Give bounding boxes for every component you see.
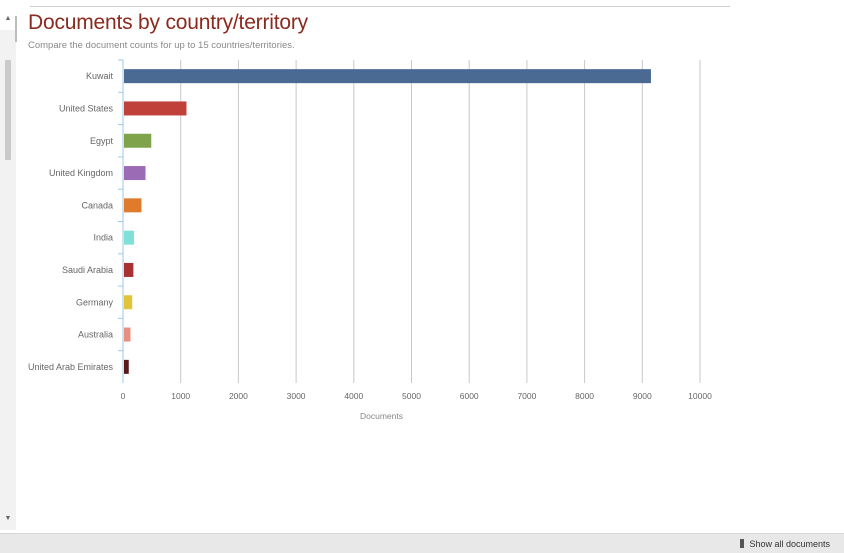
category-label: Germany [76,297,114,307]
status-bar: Show all documents [0,533,844,553]
category-label: United States [59,103,114,113]
x-tick-label: 10000 [688,391,712,401]
x-tick-label: 8000 [575,391,594,401]
x-axis-title: Documents [360,411,403,421]
category-label: United Arab Emirates [28,362,114,372]
show-all-documents-link[interactable]: Show all documents [740,539,830,549]
x-tick-label: 6000 [460,391,479,401]
category-labels: Kuwait United States Egypt United Kingdom Ca… [28,59,123,372]
bar[interactable] [124,133,152,148]
bar[interactable] [124,198,142,213]
chart-title: Documents by country/territory [28,11,308,34]
x-axis-ticks: 0 1000 2000 3000 4000 5000 6000 7000 8000 9000 100… [121,391,712,401]
grid-lines [180,60,701,383]
bar[interactable] [124,359,129,374]
category-label: Canada [81,200,113,210]
bar[interactable] [124,327,131,342]
x-tick-label: 0 [121,391,126,401]
bar[interactable] [124,230,134,245]
x-tick-label: 1000 [171,391,190,401]
bar-chart: 0 1000 2000 3000 4000 5000 6000 7000 8000 9000 100… [28,59,712,421]
x-tick-label: 9000 [633,391,652,401]
title-accent-bar [15,16,17,42]
bars [124,69,651,374]
bar[interactable] [124,166,146,181]
show-all-label: Show all documents [749,539,830,549]
category-label: Egypt [90,136,114,146]
x-tick-label: 5000 [402,391,421,401]
scrollbar-thumb[interactable] [5,60,11,160]
bar-icon [740,539,745,548]
x-tick-label: 2000 [229,391,248,401]
chart-subtitle: Compare the document counts for up to 15… [28,40,295,51]
x-tick-label: 4000 [344,391,363,401]
bar[interactable] [124,295,133,310]
category-label: India [93,233,113,243]
category-label: Kuwait [86,71,114,81]
scroll-down-arrow-icon[interactable]: ▼ [4,515,12,522]
bar[interactable] [124,262,134,277]
vertical-scrollbar[interactable] [0,30,16,530]
category-label: Australia [78,330,113,340]
bar[interactable] [124,101,187,116]
top-divider [30,6,730,7]
category-label: Saudi Arabia [62,265,113,275]
x-tick-label: 7000 [517,391,536,401]
scroll-up-arrow-icon[interactable]: ▲ [4,15,12,22]
x-tick-label: 3000 [287,391,306,401]
category-label: United Kingdom [49,168,113,178]
bar[interactable] [124,69,651,84]
